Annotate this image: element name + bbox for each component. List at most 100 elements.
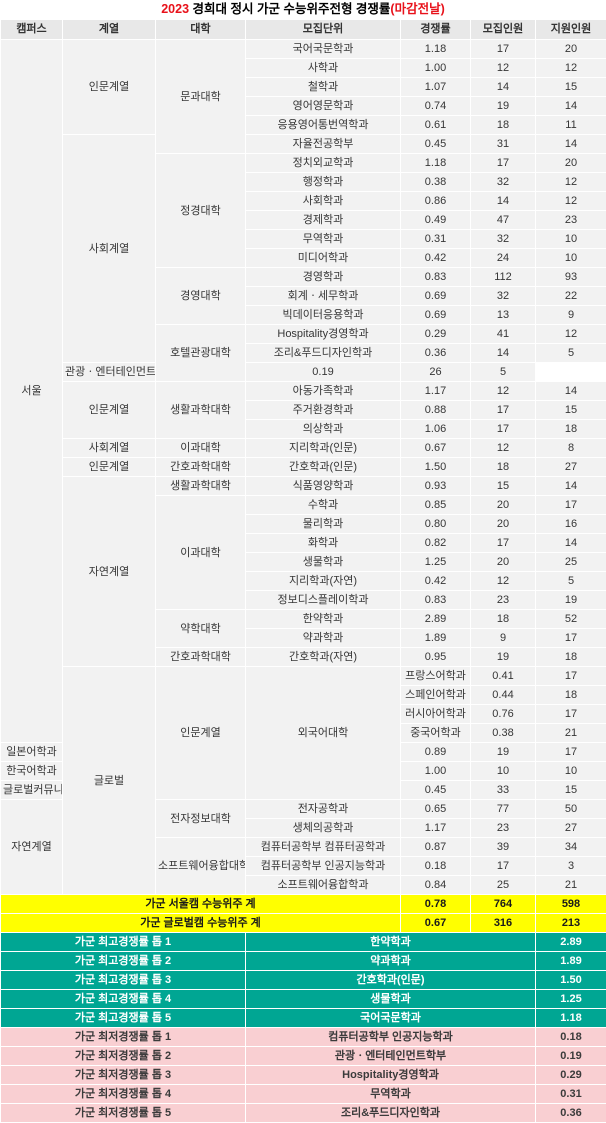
cell-quota: 19 (471, 97, 536, 116)
cell-rate: 1.17 (401, 382, 471, 401)
cell-unit: 철학과 (246, 78, 401, 97)
cell-rate: 0.93 (401, 477, 471, 496)
cell-applicants: 12 (536, 173, 606, 192)
column-header-unit: 모집단위 (246, 20, 401, 40)
cell-unit: 중국어학과 (401, 724, 471, 743)
cell-unit: 생체의공학과 (246, 819, 401, 838)
cell-applicants: 14 (536, 534, 606, 553)
bottom-rate-label: 가군 최저경쟁률 톱 3 (1, 1066, 246, 1085)
cell-unit: 회계ㆍ세무학과 (246, 287, 401, 306)
cell-applicants: 14 (536, 97, 606, 116)
cell-unit: 응용영어통번역학과 (246, 116, 401, 135)
cell-college: 생활과학대학 (156, 382, 246, 439)
cell-college: 소프트웨어융합대학 (156, 838, 246, 895)
bottom-rate-label: 가군 최저경쟁률 톱 4 (1, 1085, 246, 1104)
cell-rate: 0.84 (401, 876, 471, 895)
cell-college: 문과대학 (156, 40, 246, 154)
top-rate-label: 가군 최고경쟁률 톱 2 (1, 952, 246, 971)
cell-rate: 0.80 (401, 515, 471, 534)
cell-applicants: 17 (536, 496, 606, 515)
cell-unit: 러시아어학과 (401, 705, 471, 724)
cell-applicants: 10 (536, 230, 606, 249)
cell-rate: 0.42 (401, 572, 471, 591)
cell-unit: 스페인어학과 (401, 686, 471, 705)
top-rate-value: 1.50 (536, 971, 606, 990)
cell-quota: 25 (471, 876, 536, 895)
cell-rate: 1.25 (401, 553, 471, 572)
top-rate-value: 1.89 (536, 952, 606, 971)
top-rate-label: 가군 최고경쟁률 톱 4 (1, 990, 246, 1009)
cell-unit: Hospitality경영학과 (246, 325, 401, 344)
cell-applicants: 18 (536, 420, 606, 439)
title-suffix: (마감전날) (390, 2, 444, 16)
cell-quota: 24 (471, 249, 536, 268)
cell-rate: 0.42 (401, 249, 471, 268)
cell-unit: 관광ㆍ엔터테인먼트학부 (63, 363, 156, 382)
summary-rate: 0.67 (401, 914, 471, 933)
cell-rate: 0.44 (471, 686, 536, 705)
bottom-rate-value: 0.36 (536, 1104, 606, 1123)
bottom-rate-unit: 무역학과 (246, 1085, 536, 1104)
cell-applicants: 20 (536, 40, 606, 59)
top-rate-unit: 약과학과 (246, 952, 536, 971)
cell-applicants: 5 (471, 363, 536, 382)
bottom-rate-unit: 컴퓨터공학부 인공지능학과 (246, 1028, 536, 1047)
summary-rate: 0.78 (401, 895, 471, 914)
cell-rate: 0.36 (401, 344, 471, 363)
cell-rate: 1.50 (401, 458, 471, 477)
title-main: 경희대 정시 가군 수능위주전형 경쟁률 (189, 2, 390, 16)
cell-unit: 사학과 (246, 59, 401, 78)
column-header-campus: 캠퍼스 (1, 20, 63, 40)
cell-rate: 0.65 (401, 800, 471, 819)
cell-college: 경영대학 (156, 268, 246, 325)
cell-campus: 글로벌 (63, 667, 156, 895)
cell-rate: 0.83 (401, 268, 471, 287)
cell-applicants: 15 (536, 78, 606, 97)
cell-series: 인문계열 (63, 40, 156, 135)
top-rate-label: 가군 최고경쟁률 톱 1 (1, 933, 246, 952)
cell-unit: 행정학과 (246, 173, 401, 192)
cell-unit: 빅데이터응용학과 (246, 306, 401, 325)
summary-applicants: 598 (536, 895, 606, 914)
cell-rate: 2.89 (401, 610, 471, 629)
cell-quota: 32 (471, 173, 536, 192)
cell-quota: 14 (471, 192, 536, 211)
top-rate-value: 2.89 (536, 933, 606, 952)
cell-rate: 0.87 (401, 838, 471, 857)
cell-applicants: 22 (536, 287, 606, 306)
cell-applicants: 50 (536, 800, 606, 819)
cell-unit: 조리&푸드디자인학과 (246, 344, 401, 363)
top-rate-unit: 한약학과 (246, 933, 536, 952)
cell-unit: 소프트웨어융합학과 (246, 876, 401, 895)
bottom-rate-value: 0.18 (536, 1028, 606, 1047)
cell-applicants: 14 (536, 477, 606, 496)
cell-applicants: 27 (536, 458, 606, 477)
summary-label: 가군 서울캠 수능위주 계 (1, 895, 401, 914)
cell-rate: 0.69 (401, 306, 471, 325)
cell-unit: 생물학과 (246, 553, 401, 572)
cell-college: 전자정보대학 (156, 800, 246, 838)
cell-unit: 일본어학과 (1, 743, 63, 762)
cell-rate: 0.67 (401, 439, 471, 458)
cell-unit: 지리학과(자연) (246, 572, 401, 591)
cell-unit: 간호학과(자연) (246, 648, 401, 667)
cell-rate: 0.69 (401, 287, 471, 306)
cell-unit: 사회학과 (246, 192, 401, 211)
cell-applicants: 15 (536, 401, 606, 420)
cell-quota: 32 (471, 230, 536, 249)
cell-applicants: 27 (536, 819, 606, 838)
cell-campus: 서울 (1, 40, 63, 743)
cell-quota: 14 (471, 344, 536, 363)
cell-applicants: 11 (536, 116, 606, 135)
